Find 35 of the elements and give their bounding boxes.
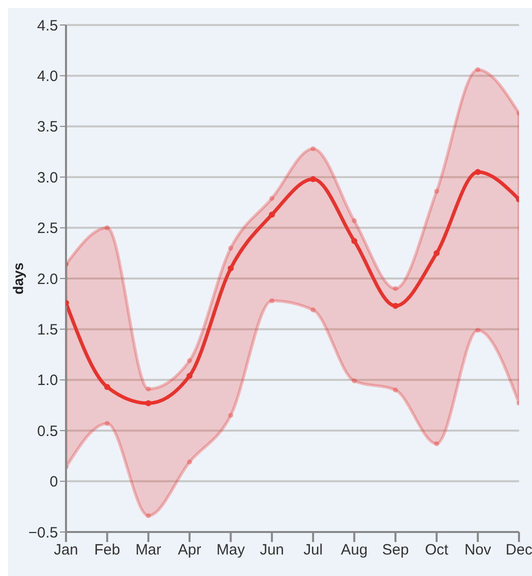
x-tick-label: Mar xyxy=(135,542,162,559)
point xyxy=(145,400,152,406)
x-tick-label: Feb xyxy=(94,542,120,559)
y-tick-label: 2.5 xyxy=(37,220,58,238)
y-axis-title: days xyxy=(10,262,26,294)
x-tick-label: Nov xyxy=(464,542,492,559)
y-tick-label: 3.0 xyxy=(37,169,58,186)
point xyxy=(392,302,398,309)
y-tick-label: 0 xyxy=(50,474,58,491)
y-tick-label: 2.0 xyxy=(37,270,58,288)
y-tick-label: 4.5 xyxy=(37,17,58,34)
point xyxy=(268,212,275,218)
point xyxy=(228,265,234,272)
y-tick-label: −0.5 xyxy=(28,524,58,542)
x-tick-label: Jan xyxy=(54,542,78,559)
x-tick-label: Sep xyxy=(382,542,409,559)
y-tick-label: 1.5 xyxy=(37,322,58,339)
x-tick-label: Jun xyxy=(260,542,284,559)
x-tick-label: Apr xyxy=(178,542,202,559)
x-tick-label: Oct xyxy=(424,542,450,559)
x-tick-label: Aug xyxy=(340,542,368,559)
line-series xyxy=(66,169,519,406)
point xyxy=(434,250,440,256)
point xyxy=(351,238,358,244)
y-tick-label: 0.5 xyxy=(37,422,58,440)
point xyxy=(186,372,193,379)
x-tick-label: May xyxy=(216,542,246,559)
y-tick-label: 1.0 xyxy=(37,372,58,390)
y-tick-label: 3.5 xyxy=(37,118,58,136)
point xyxy=(310,176,316,182)
x-tick-label: Dec xyxy=(506,542,532,559)
point xyxy=(104,384,110,390)
point xyxy=(474,169,481,176)
y-tick-label: 4.0 xyxy=(37,68,58,86)
x-tick-label: Jul xyxy=(303,542,323,559)
